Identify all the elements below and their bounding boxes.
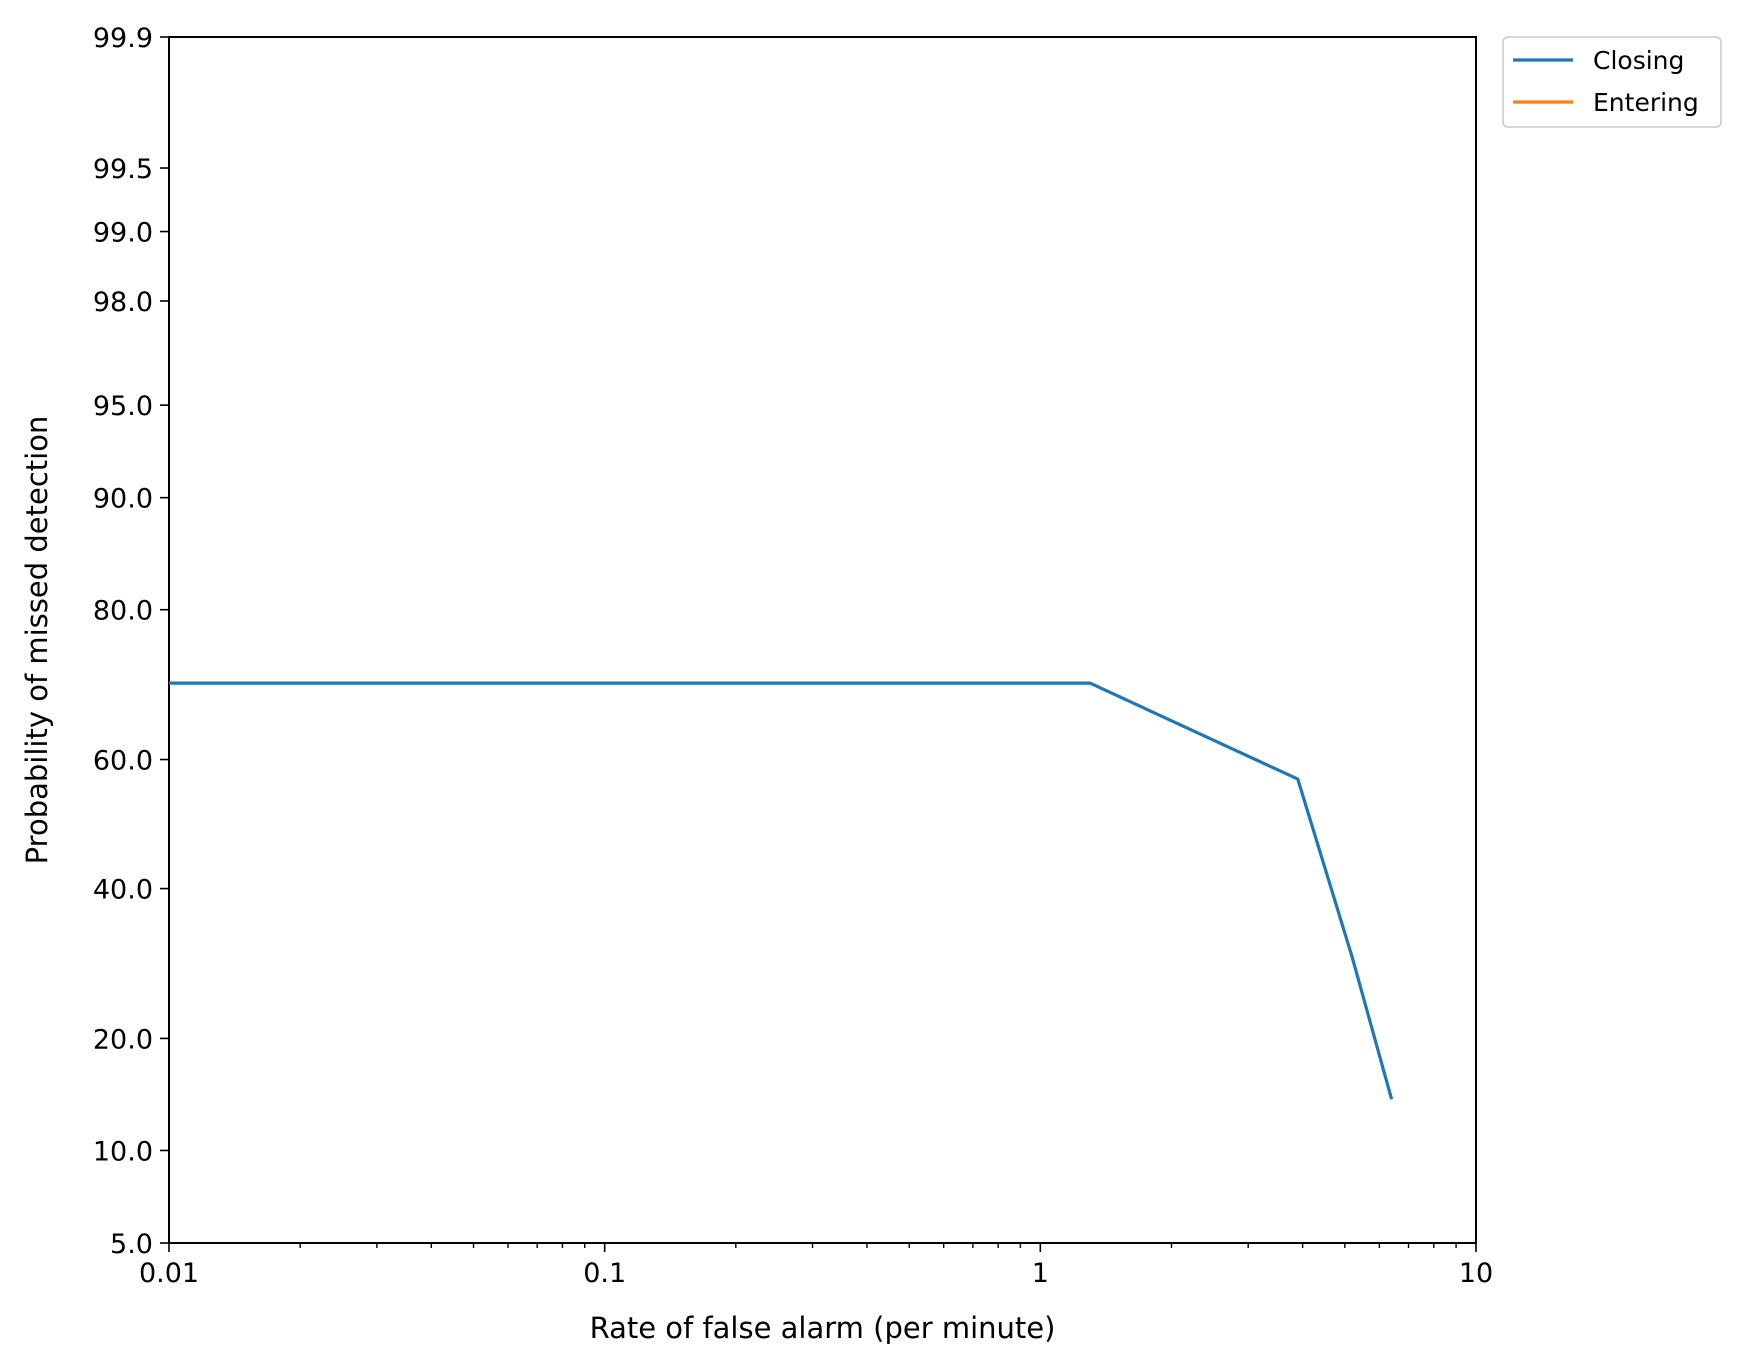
- x-axis-label: Rate of false alarm (per minute): [590, 1311, 1056, 1345]
- y-tick-label: 60.0: [93, 746, 153, 777]
- y-axis: 5.0 10.0 20.0 40.0 60.0 80.0 90.0 95.0 98.0 99.0 9…: [93, 23, 169, 1260]
- legend-label-closing: Closing: [1593, 46, 1684, 75]
- y-tick-label: 95.0: [93, 391, 153, 422]
- y-tick-label: 20.0: [93, 1024, 153, 1055]
- y-axis-label: Probability of missed detection: [20, 416, 54, 865]
- y-tick-label: 10.0: [93, 1136, 153, 1167]
- y-tick-label: 80.0: [93, 596, 153, 627]
- y-tick-label: 90.0: [93, 484, 153, 515]
- x-tick-label: 10: [1459, 1258, 1493, 1289]
- legend: Closing Entering: [1502, 36, 1722, 128]
- plot-background: [169, 37, 1476, 1243]
- legend-label-entering: Entering: [1593, 88, 1699, 117]
- x-axis: 0.01 0.1 1 10: [139, 1243, 1493, 1289]
- series-line-closing: [169, 681, 1394, 1100]
- plot-area: [168, 36, 1477, 1244]
- y-tick-label: 99.5: [93, 154, 153, 185]
- y-tick-label: 99.0: [93, 218, 153, 249]
- x-tick-label: 1: [1032, 1258, 1049, 1289]
- y-tick-label: 98.0: [93, 287, 153, 318]
- series-layer: [169, 681, 1394, 1100]
- x-tick-label: 0.1: [583, 1258, 626, 1289]
- y-tick-label: 40.0: [93, 875, 153, 906]
- y-tick-label: 5.0: [110, 1229, 153, 1260]
- y-tick-label: 99.9: [93, 23, 153, 54]
- x-tick-label: 0.01: [139, 1258, 199, 1289]
- plot-frame: [168, 36, 1477, 1244]
